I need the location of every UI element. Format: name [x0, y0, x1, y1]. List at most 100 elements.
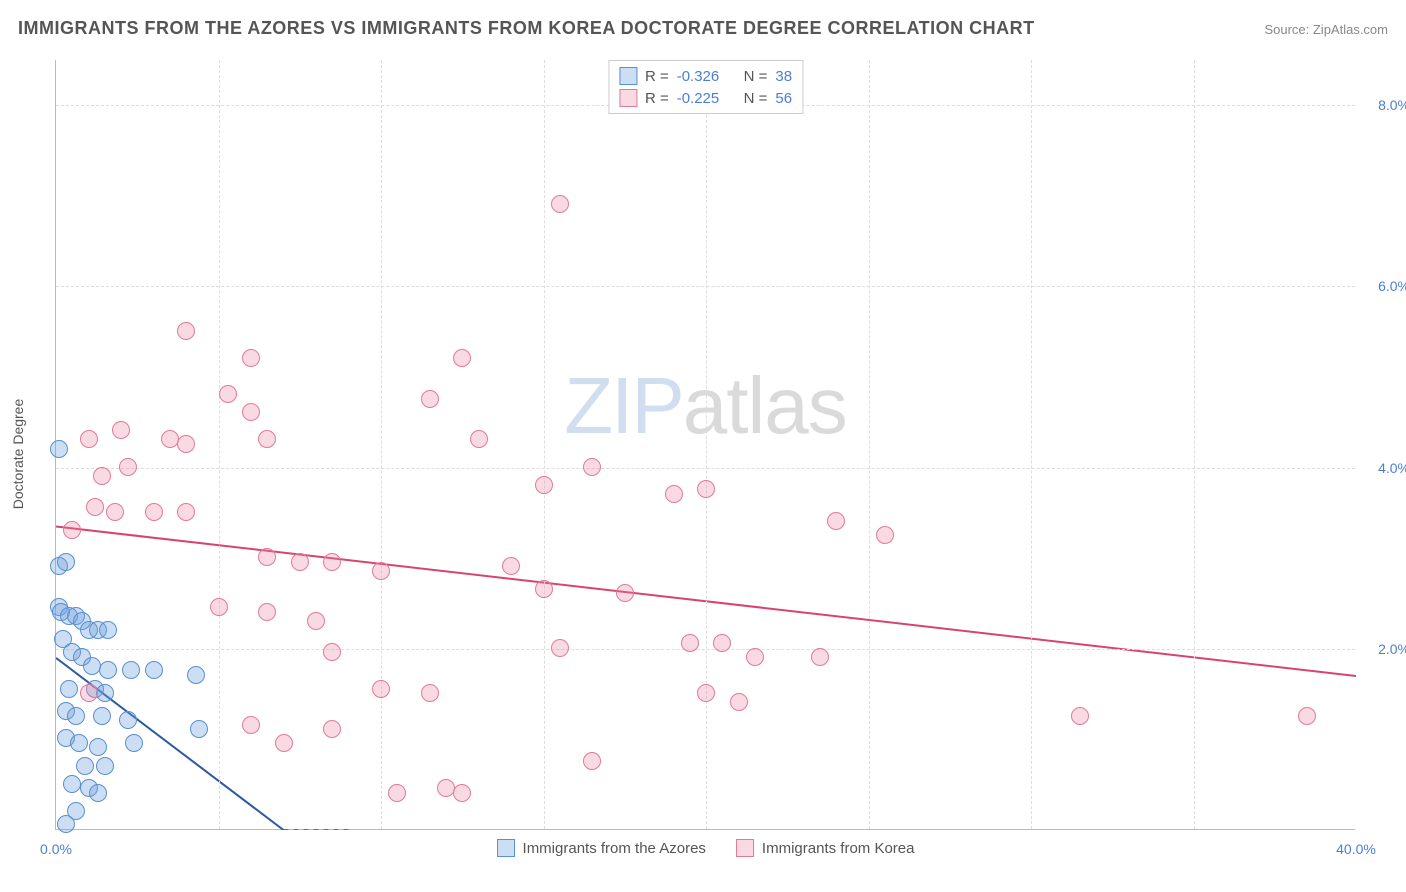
data-point-azores: [57, 815, 75, 833]
data-point-azores: [50, 440, 68, 458]
gridline-v: [544, 60, 545, 829]
y-tick-label: 6.0%: [1360, 278, 1406, 294]
y-tick-label: 8.0%: [1360, 97, 1406, 113]
data-point-azores: [119, 711, 137, 729]
gridline-v: [1194, 60, 1195, 829]
data-point-korea: [93, 467, 111, 485]
data-point-korea: [811, 648, 829, 666]
data-point-azores: [89, 784, 107, 802]
source-label: Source:: [1264, 22, 1312, 37]
data-point-korea: [307, 612, 325, 630]
data-point-korea: [535, 580, 553, 598]
data-point-korea: [551, 639, 569, 657]
source-name: ZipAtlas.com: [1313, 22, 1388, 37]
data-point-korea: [453, 349, 471, 367]
data-point-azores: [83, 657, 101, 675]
data-point-korea: [697, 684, 715, 702]
gridline-v: [219, 60, 220, 829]
data-point-korea: [63, 521, 81, 539]
data-point-korea: [161, 430, 179, 448]
series-label-korea: Immigrants from Korea: [762, 840, 915, 857]
data-point-korea: [242, 403, 260, 421]
data-point-azores: [187, 666, 205, 684]
data-point-korea: [827, 512, 845, 530]
legend-correlation: R = -0.326 N = 38 R = -0.225 N = 56: [608, 60, 803, 114]
legend-item-azores: Immigrants from the Azores: [497, 839, 706, 857]
series-label-azores: Immigrants from the Azores: [523, 840, 706, 857]
legend-series: Immigrants from the Azores Immigrants fr…: [497, 839, 915, 857]
data-point-korea: [583, 752, 601, 770]
data-point-korea: [1298, 707, 1316, 725]
data-point-korea: [1071, 707, 1089, 725]
data-point-korea: [323, 720, 341, 738]
data-point-korea: [323, 643, 341, 661]
legend-row-korea: R = -0.225 N = 56: [619, 87, 792, 109]
gridline-v: [381, 60, 382, 829]
data-point-korea: [119, 458, 137, 476]
x-tick-label: 40.0%: [1336, 841, 1376, 857]
watermark-part1: ZIP: [564, 361, 682, 450]
data-point-korea: [323, 553, 341, 571]
swatch-azores: [497, 839, 515, 857]
data-point-korea: [876, 526, 894, 544]
data-point-azores: [99, 621, 117, 639]
data-point-korea: [275, 734, 293, 752]
r-value-korea: -0.225: [677, 90, 720, 107]
swatch-korea: [736, 839, 754, 857]
gridline-v: [869, 60, 870, 829]
swatch-azores: [619, 67, 637, 85]
data-point-korea: [713, 634, 731, 652]
data-point-korea: [551, 195, 569, 213]
data-point-azores: [76, 757, 94, 775]
data-point-azores: [96, 757, 114, 775]
gridline-v: [1031, 60, 1032, 829]
data-point-azores: [63, 775, 81, 793]
scatter-chart: ZIPatlas R = -0.326 N = 38 R = -0.225 N …: [55, 60, 1355, 830]
data-point-azores: [70, 734, 88, 752]
y-tick-label: 2.0%: [1360, 641, 1406, 657]
data-point-korea: [453, 784, 471, 802]
data-point-azores: [89, 738, 107, 756]
data-point-korea: [177, 435, 195, 453]
n-value-azores: 38: [775, 68, 792, 85]
data-point-korea: [502, 557, 520, 575]
data-point-korea: [219, 385, 237, 403]
data-point-korea: [145, 503, 163, 521]
data-point-korea: [177, 503, 195, 521]
data-point-korea: [421, 390, 439, 408]
data-point-azores: [125, 734, 143, 752]
data-point-korea: [80, 430, 98, 448]
data-point-korea: [470, 430, 488, 448]
n-value-korea: 56: [775, 90, 792, 107]
swatch-korea: [619, 89, 637, 107]
data-point-korea: [291, 553, 309, 571]
data-point-azores: [67, 707, 85, 725]
data-point-korea: [86, 498, 104, 516]
r-value-azores: -0.326: [677, 68, 720, 85]
data-point-korea: [583, 458, 601, 476]
n-label: N =: [744, 90, 768, 107]
data-point-azores: [93, 707, 111, 725]
watermark-part2: atlas: [683, 361, 847, 450]
data-point-korea: [681, 634, 699, 652]
data-point-azores: [99, 661, 117, 679]
y-tick-label: 4.0%: [1360, 460, 1406, 476]
data-point-korea: [106, 503, 124, 521]
r-label: R =: [645, 90, 669, 107]
data-point-korea: [112, 421, 130, 439]
data-point-korea: [258, 603, 276, 621]
data-point-korea: [372, 562, 390, 580]
data-point-korea: [372, 680, 390, 698]
data-point-korea: [535, 476, 553, 494]
data-point-azores: [96, 684, 114, 702]
data-point-korea: [177, 322, 195, 340]
data-point-azores: [190, 720, 208, 738]
data-point-korea: [746, 648, 764, 666]
data-point-azores: [122, 661, 140, 679]
data-point-korea: [242, 349, 260, 367]
n-label: N =: [744, 68, 768, 85]
title-bar: IMMIGRANTS FROM THE AZORES VS IMMIGRANTS…: [18, 18, 1388, 39]
legend-item-korea: Immigrants from Korea: [736, 839, 915, 857]
data-point-korea: [665, 485, 683, 503]
data-point-azores: [57, 553, 75, 571]
